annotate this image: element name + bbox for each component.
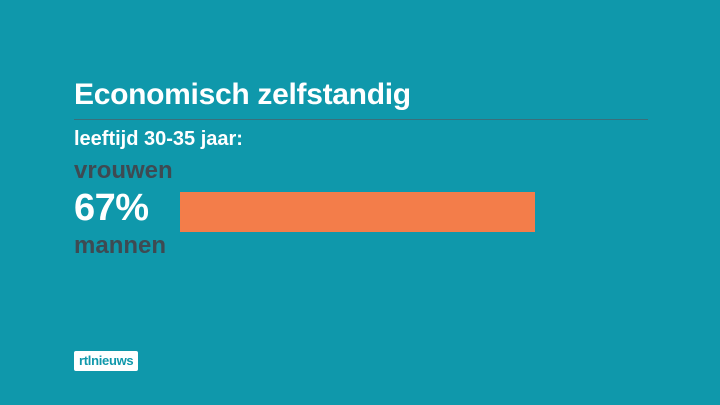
bar-vrouwen <box>180 192 535 232</box>
chart-title: Economisch zelfstandig <box>74 78 411 111</box>
category-label-mannen: mannen <box>74 232 167 259</box>
rtl-nieuws-logo: rtlnieuws <box>74 351 139 371</box>
category-label-vrouwen: vrouwen <box>74 157 173 184</box>
data-label-vrouwen: 67% <box>74 187 149 229</box>
bar-track <box>180 192 710 232</box>
chart-subtitle: leeftijd 30-35 jaar: <box>74 128 243 150</box>
title-divider <box>74 119 648 120</box>
